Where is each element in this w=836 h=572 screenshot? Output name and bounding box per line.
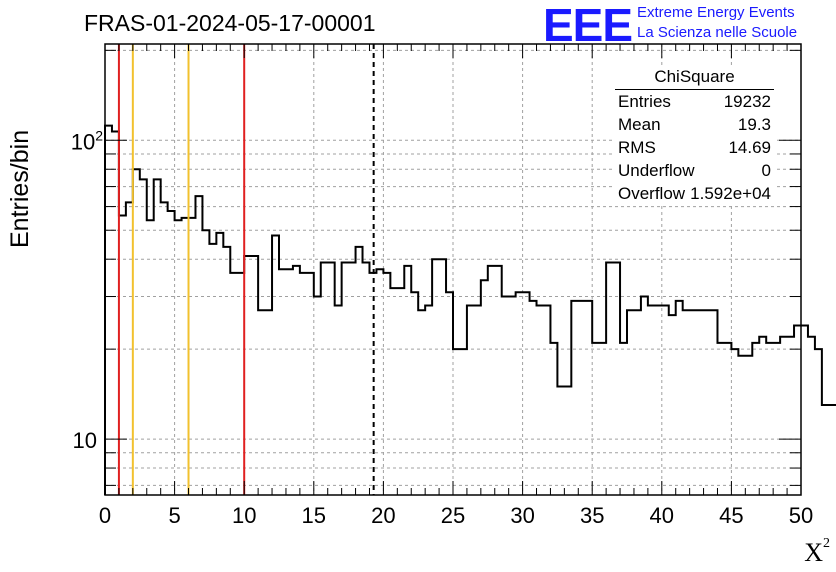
stats-key: RMS bbox=[618, 138, 656, 157]
logo-line-2: La Scienza nelle Scuole bbox=[637, 24, 798, 41]
stats-value: 1.592e+04 bbox=[690, 184, 771, 203]
x-tick-label: 0 bbox=[99, 503, 111, 528]
stats-row-underflow: Underflow 0 bbox=[612, 159, 777, 182]
stats-row-overflow: Overflow 1.592e+04 bbox=[612, 182, 777, 205]
stats-key: Underflow bbox=[618, 161, 695, 180]
chart-title: FRAS-01-2024-05-17-00001 bbox=[84, 10, 376, 36]
x-tick-label: 30 bbox=[510, 503, 534, 528]
eee-logo: EEE bbox=[543, 0, 633, 51]
x-axis-label: X2 bbox=[804, 536, 830, 567]
x-tick-label: 45 bbox=[719, 503, 743, 528]
x-tick-label: 5 bbox=[168, 503, 180, 528]
stats-key: Overflow bbox=[618, 184, 686, 203]
x-tick-label: 40 bbox=[650, 503, 674, 528]
stats-key: Mean bbox=[618, 115, 661, 134]
logo-line-1: Extreme Energy Events bbox=[637, 4, 795, 21]
stats-box: ChiSquare Entries 19232 Mean 19.3 RMS 14… bbox=[612, 66, 777, 205]
stats-value: 14.69 bbox=[728, 138, 771, 157]
y-axis-label: Entries/bin bbox=[6, 129, 34, 248]
histogram-outline bbox=[104, 124, 836, 495]
y-tick-label: 102 bbox=[71, 127, 103, 154]
x-tick-label: 15 bbox=[302, 503, 326, 528]
stats-key: Entries bbox=[618, 92, 671, 111]
stats-value: 19232 bbox=[723, 92, 771, 111]
x-tick-label: 25 bbox=[441, 503, 465, 528]
stats-row-entries: Entries 19232 bbox=[612, 90, 777, 113]
y-tick-label: 10 bbox=[73, 428, 97, 453]
x-tick-label: 10 bbox=[232, 503, 256, 528]
stats-row-rms: RMS 14.69 bbox=[612, 136, 777, 159]
x-tick-label: 35 bbox=[580, 503, 604, 528]
x-tick-label: 20 bbox=[371, 503, 395, 528]
stats-row-mean: Mean 19.3 bbox=[612, 113, 777, 136]
stats-value: 19.3 bbox=[737, 115, 771, 134]
x-tick-label: 50 bbox=[789, 503, 813, 528]
stats-title: ChiSquare bbox=[615, 66, 774, 90]
stats-value: 0 bbox=[761, 161, 771, 180]
